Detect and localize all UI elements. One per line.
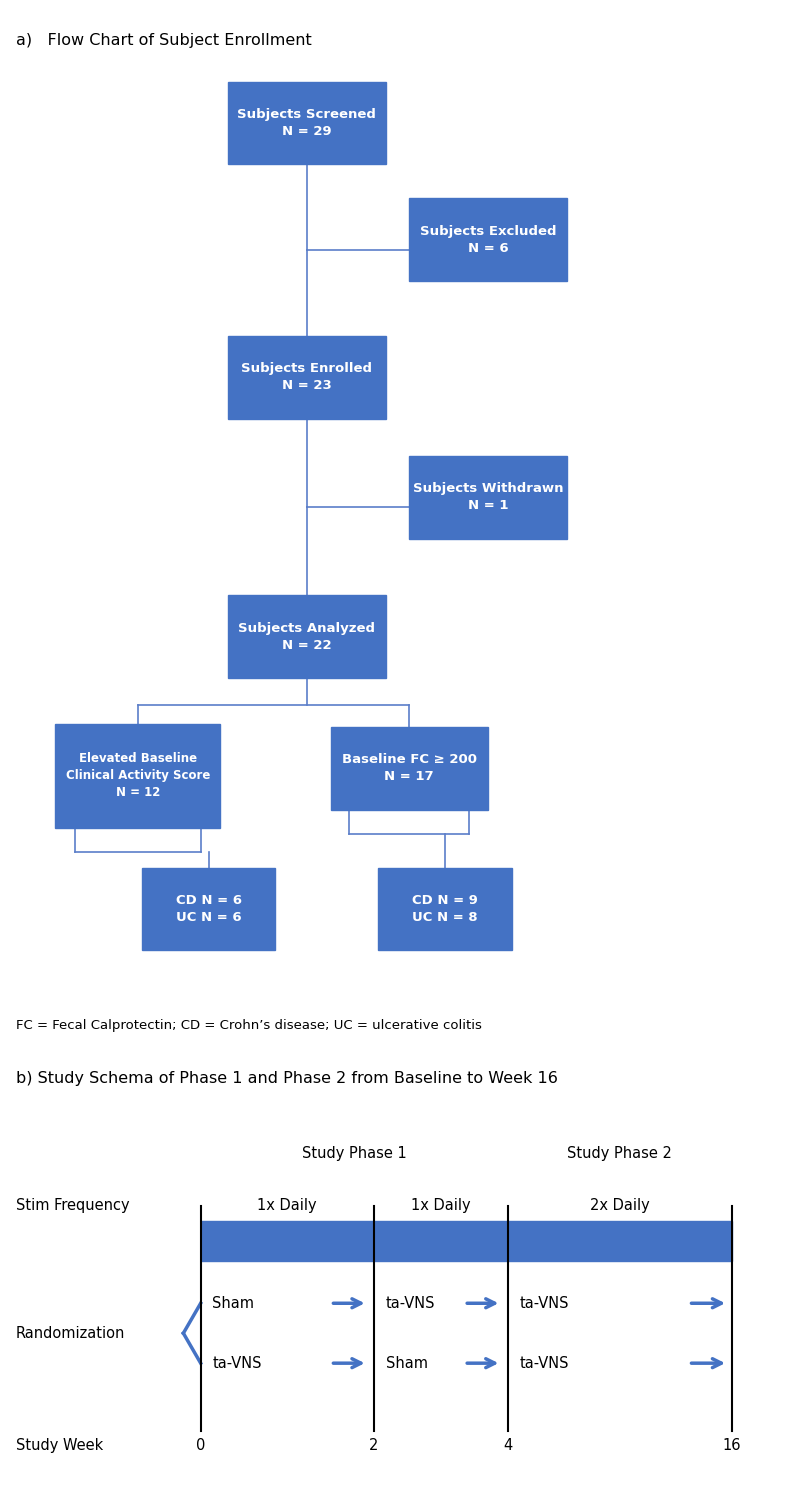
Text: Subjects Screened
N = 29: Subjects Screened N = 29 [238,108,376,138]
Text: ta-VNS: ta-VNS [519,1356,569,1371]
Text: Randomization: Randomization [16,1326,125,1341]
Text: CD N = 9
UC N = 8: CD N = 9 UC N = 8 [412,894,478,924]
Text: Study Week: Study Week [16,1438,103,1453]
Text: 16: 16 [722,1438,741,1453]
Text: CD N = 6
UC N = 6: CD N = 6 UC N = 6 [176,894,242,924]
FancyBboxPatch shape [378,869,512,951]
Text: Study Phase 1: Study Phase 1 [301,1146,407,1161]
Text: Subjects Withdrawn
N = 1: Subjects Withdrawn N = 1 [412,482,563,512]
Text: Sham: Sham [386,1356,427,1371]
Text: 2: 2 [369,1438,379,1453]
Text: 4: 4 [503,1438,512,1453]
Text: Stim Frequency: Stim Frequency [16,1198,129,1213]
Text: Subjects Analyzed
N = 22: Subjects Analyzed N = 22 [238,622,375,652]
Text: Elevated Baseline
Clinical Activity Score
N = 12: Elevated Baseline Clinical Activity Scor… [65,752,210,800]
FancyBboxPatch shape [55,724,220,828]
Text: ta-VNS: ta-VNS [519,1296,569,1311]
Text: Study Phase 2: Study Phase 2 [567,1146,672,1161]
Text: ta-VNS: ta-VNS [212,1356,262,1371]
Text: 0: 0 [196,1438,205,1453]
Text: 1x Daily: 1x Daily [257,1198,317,1213]
Text: Baseline FC ≥ 200
N = 17: Baseline FC ≥ 200 N = 17 [342,753,477,783]
FancyBboxPatch shape [228,595,386,677]
Text: Subjects Enrolled
N = 23: Subjects Enrolled N = 23 [242,363,372,392]
FancyBboxPatch shape [228,81,386,165]
Text: Sham: Sham [212,1296,254,1311]
FancyBboxPatch shape [142,869,275,951]
FancyBboxPatch shape [409,198,567,282]
Text: 1x Daily: 1x Daily [411,1198,471,1213]
Text: FC = Fecal Calprotectin; CD = Crohn’s disease; UC = ulcerative colitis: FC = Fecal Calprotectin; CD = Crohn’s di… [16,1019,482,1032]
Text: 2x Daily: 2x Daily [590,1198,649,1213]
Text: b) Study Schema of Phase 1 and Phase 2 from Baseline to Week 16: b) Study Schema of Phase 1 and Phase 2 f… [16,1071,558,1086]
FancyBboxPatch shape [409,455,567,538]
FancyBboxPatch shape [331,728,488,810]
FancyBboxPatch shape [201,1221,732,1261]
Text: Subjects Excluded
N = 6: Subjects Excluded N = 6 [419,225,556,255]
Text: a)   Flow Chart of Subject Enrollment: a) Flow Chart of Subject Enrollment [16,33,312,48]
FancyBboxPatch shape [228,336,386,419]
Text: ta-VNS: ta-VNS [386,1296,435,1311]
